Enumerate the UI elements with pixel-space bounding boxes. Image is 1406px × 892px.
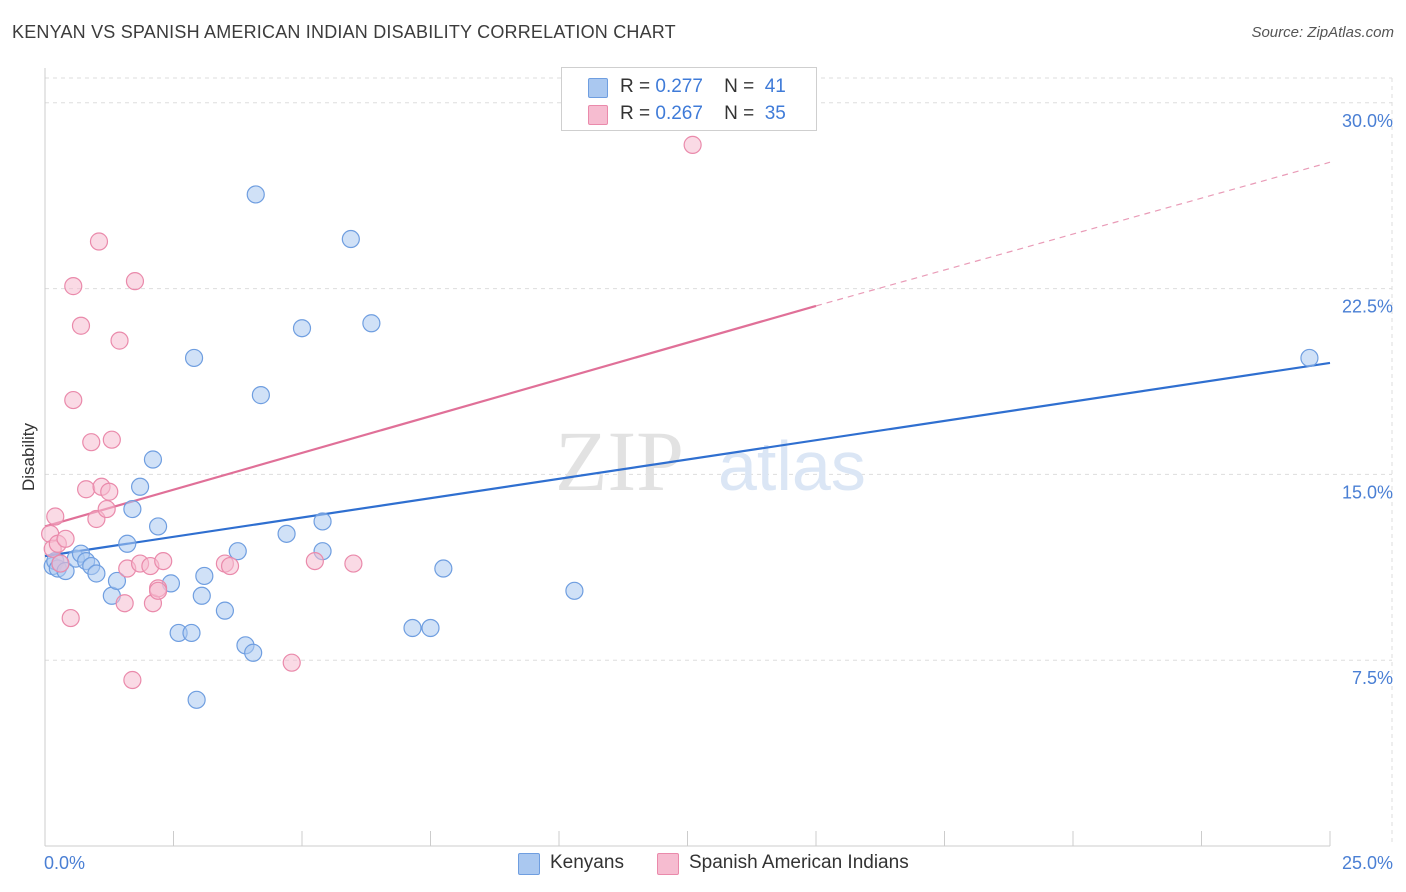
data-point-kenyans <box>184 348 204 368</box>
data-point-spanish <box>61 608 80 628</box>
data-point-kenyans <box>195 566 214 586</box>
data-point-spanish <box>82 433 101 452</box>
data-point-kenyans <box>277 524 296 543</box>
legend-r-label: R = <box>620 76 651 97</box>
series-label-spanish: Spanish American Indians <box>689 852 909 873</box>
data-point-kenyans <box>362 314 381 333</box>
zipatlas-watermark: ZIP atlas <box>555 413 866 509</box>
data-point-kenyans <box>1300 348 1319 368</box>
data-point-spanish <box>102 430 121 449</box>
data-point-spanish <box>64 277 83 296</box>
legend-r-value: 0.267 <box>655 103 703 124</box>
data-point-spanish <box>220 556 240 576</box>
trend-lines <box>44 161 1331 558</box>
data-point-spanish <box>77 480 96 499</box>
data-point-kenyans <box>148 517 168 536</box>
series-label-kenyans: Kenyans <box>550 852 624 873</box>
watermark-zip: ZIP <box>555 413 684 509</box>
data-point-spanish <box>125 272 145 291</box>
chart-title: KENYAN VS SPANISH AMERICAN INDIAN DISABI… <box>12 22 676 42</box>
y-tick-label: 7.5% <box>1352 668 1393 688</box>
data-point-spanish <box>123 670 142 690</box>
x-tick-label: 25.0% <box>1342 853 1393 873</box>
data-point-kenyans <box>187 690 206 709</box>
y-tick-label: 30.0% <box>1342 111 1393 131</box>
data-point-kenyans <box>292 319 312 338</box>
x-tick-label: 0.0% <box>44 853 85 873</box>
data-point-spanish <box>56 529 75 548</box>
data-point-spanish <box>64 390 83 410</box>
y-tick-label: 15.0% <box>1342 482 1393 502</box>
data-point-kenyans <box>130 477 150 496</box>
data-point-spanish <box>305 551 324 571</box>
data-point-kenyans <box>87 564 106 583</box>
legend-r-value: 0.277 <box>655 76 703 97</box>
data-point-kenyans <box>246 185 265 204</box>
legend-n-label: N = <box>724 76 755 97</box>
tick-labels: 7.5% 15.0% 22.5% 30.0% 0.0% 25.0% <box>44 111 1393 873</box>
legend-n-value: 35 <box>764 103 786 124</box>
trend-line-kenyans <box>44 361 1331 558</box>
data-point-kenyans <box>565 581 584 600</box>
data-point-spanish <box>282 653 301 672</box>
trend-extension-spanish <box>815 161 1331 307</box>
data-point-kenyans <box>192 586 211 605</box>
data-point-spanish <box>154 551 173 571</box>
axes <box>44 68 1331 847</box>
source-label: Source: ZipAtlas.com <box>1251 24 1394 41</box>
data-point-kenyans <box>118 534 137 553</box>
legend-n-label: N = <box>724 103 755 124</box>
data-point-spanish <box>115 594 134 613</box>
series-swatch-kenyans <box>518 853 540 875</box>
trend-line-spanish <box>44 304 817 528</box>
legend-swatch-kenyans <box>588 78 608 98</box>
y-tick-label: 22.5% <box>1342 297 1393 317</box>
data-point-kenyans <box>341 229 360 249</box>
legend-r-label: R = <box>620 103 651 124</box>
legend-n-value: 41 <box>764 76 786 97</box>
data-point-kenyans <box>251 386 270 405</box>
data-point-kenyans <box>434 559 453 578</box>
data-point-kenyans <box>215 601 234 620</box>
y-axis-label: Disability <box>19 422 38 491</box>
data-point-kenyans <box>143 450 163 469</box>
data-point-kenyans <box>123 499 142 519</box>
data-point-kenyans <box>182 623 201 643</box>
data-point-spanish <box>683 135 702 154</box>
data-point-spanish <box>71 316 91 335</box>
data-point-kenyans <box>107 571 127 591</box>
data-point-spanish <box>46 507 65 526</box>
data-point-kenyans <box>228 542 247 561</box>
data-point-kenyans <box>421 618 440 638</box>
data-point-spanish <box>97 499 116 519</box>
data-point-spanish <box>51 554 70 573</box>
data-point-spanish <box>148 581 168 600</box>
series-swatch-spanish <box>657 853 679 875</box>
data-point-spanish <box>344 554 363 573</box>
data-point-spanish <box>89 232 109 251</box>
data-points <box>41 135 1319 709</box>
data-point-spanish <box>100 482 119 501</box>
correlation-legend: R = 0.277 N = 41 R = 0.267 N = 35 <box>561 67 817 131</box>
data-point-kenyans <box>313 512 332 531</box>
data-point-kenyans <box>403 618 422 638</box>
watermark-atlas: atlas <box>718 427 866 505</box>
data-point-spanish <box>110 331 129 350</box>
legend-swatch-spanish <box>588 105 608 125</box>
data-point-kenyans <box>244 643 263 662</box>
